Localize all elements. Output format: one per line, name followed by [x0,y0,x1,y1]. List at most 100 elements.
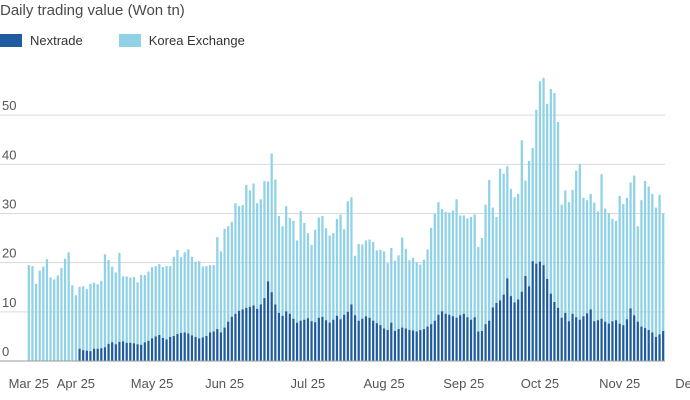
bar-korea-exchange [252,183,255,306]
bar-korea-exchange [484,204,487,325]
bar-korea-exchange [393,260,397,332]
bar-korea-exchange [176,249,179,334]
bar-korea-exchange [382,251,386,329]
bar-korea-exchange [205,266,208,336]
bar-nextrade [618,323,621,361]
bar-korea-exchange [575,170,578,318]
bar-nextrade [85,350,88,361]
bar-nextrade [89,351,92,361]
bar-nextrade [600,318,603,361]
bar-nextrade [306,318,310,361]
bar-nextrade [364,316,368,361]
bar-nextrade [415,331,418,361]
y-tick-label: 40 [2,147,16,162]
bar-korea-exchange [165,266,168,340]
bar-korea-exchange [593,202,596,322]
bar-nextrade [654,336,658,361]
legend-swatch-nextrade [0,34,22,47]
bar-korea-exchange [444,212,447,314]
bar-korea-exchange [53,279,56,361]
bar-nextrade [571,313,574,361]
bar-korea-exchange [596,211,600,321]
bar-korea-exchange [74,295,78,361]
bar-korea-exchange [332,233,335,320]
bar-korea-exchange [78,286,81,349]
bar-korea-exchange [317,217,320,318]
x-tick-label: May 25 [131,376,174,391]
bar-nextrade [161,337,165,361]
bar-nextrade [575,317,578,361]
bar-korea-exchange [266,181,270,282]
bar-korea-exchange [281,226,284,316]
bar-nextrade [527,286,531,361]
bar-korea-exchange [198,261,201,339]
bar-korea-exchange [190,256,194,336]
y-tick-label: 30 [2,197,16,212]
bar-korea-exchange [506,166,509,279]
bar-korea-exchange [524,180,527,276]
bar-nextrade [335,315,339,361]
bar-nextrade [92,348,96,361]
bar-korea-exchange [538,81,542,262]
bar-nextrade [633,315,636,361]
bar-nextrade [183,332,186,361]
bar-korea-exchange [426,249,429,327]
bar-korea-exchange [495,216,498,303]
bar-korea-exchange [654,207,658,337]
bar-nextrade [622,325,625,361]
bar-korea-exchange [422,259,426,330]
bar-korea-exchange [241,205,244,310]
bar-nextrade [564,312,567,361]
bar-korea-exchange [353,255,357,316]
bar-korea-exchange [527,160,531,287]
x-tick-label: Dec 25 [675,376,690,391]
bar-korea-exchange [132,276,136,344]
bar-korea-exchange [433,213,436,321]
bar-korea-exchange [201,266,204,338]
bar-nextrade [132,343,136,361]
bar-korea-exchange [118,252,121,342]
bar-korea-exchange [390,247,393,323]
bar-korea-exchange [194,261,197,337]
bar-nextrade [263,298,266,361]
bar-nextrade [647,330,650,361]
bar-korea-exchange [618,195,621,324]
bar-nextrade [328,322,331,361]
bar-korea-exchange [553,93,556,302]
chart-title: Daily trading value (Won tn) [0,2,185,19]
bar-nextrade [393,331,397,361]
bar-korea-exchange [67,252,70,361]
legend-label-korea-exchange: Korea Exchange [148,33,245,48]
bar-korea-exchange [179,257,183,333]
bar-korea-exchange [571,189,574,314]
bar-korea-exchange [459,215,462,316]
bar-korea-exchange [31,266,34,361]
bar-nextrade [531,261,534,361]
bar-korea-exchange [237,206,241,311]
bar-nextrade [292,318,295,361]
bar-nextrade [100,348,103,361]
bar-korea-exchange [248,190,252,307]
bar-nextrade [491,307,494,361]
bar-nextrade [614,320,618,361]
bar-korea-exchange [502,173,505,295]
bar-korea-exchange [321,215,324,317]
bar-korea-exchange [604,208,607,322]
bar-nextrade [281,315,284,361]
bar-nextrade [212,331,215,361]
bar-nextrade [419,330,422,361]
bar-nextrade [143,342,146,361]
bar-nextrade [357,320,360,361]
bar-nextrade [502,294,505,362]
bar-korea-exchange [448,212,451,315]
bar-korea-exchange [27,265,30,361]
bar-korea-exchange [625,197,629,320]
bar-korea-exchange [560,204,563,318]
bar-nextrade [604,321,607,361]
bar-korea-exchange [158,264,161,335]
bar-nextrade [520,291,523,361]
bar-korea-exchange [274,179,277,305]
bar-korea-exchange [633,175,636,316]
bar-korea-exchange [38,270,41,361]
